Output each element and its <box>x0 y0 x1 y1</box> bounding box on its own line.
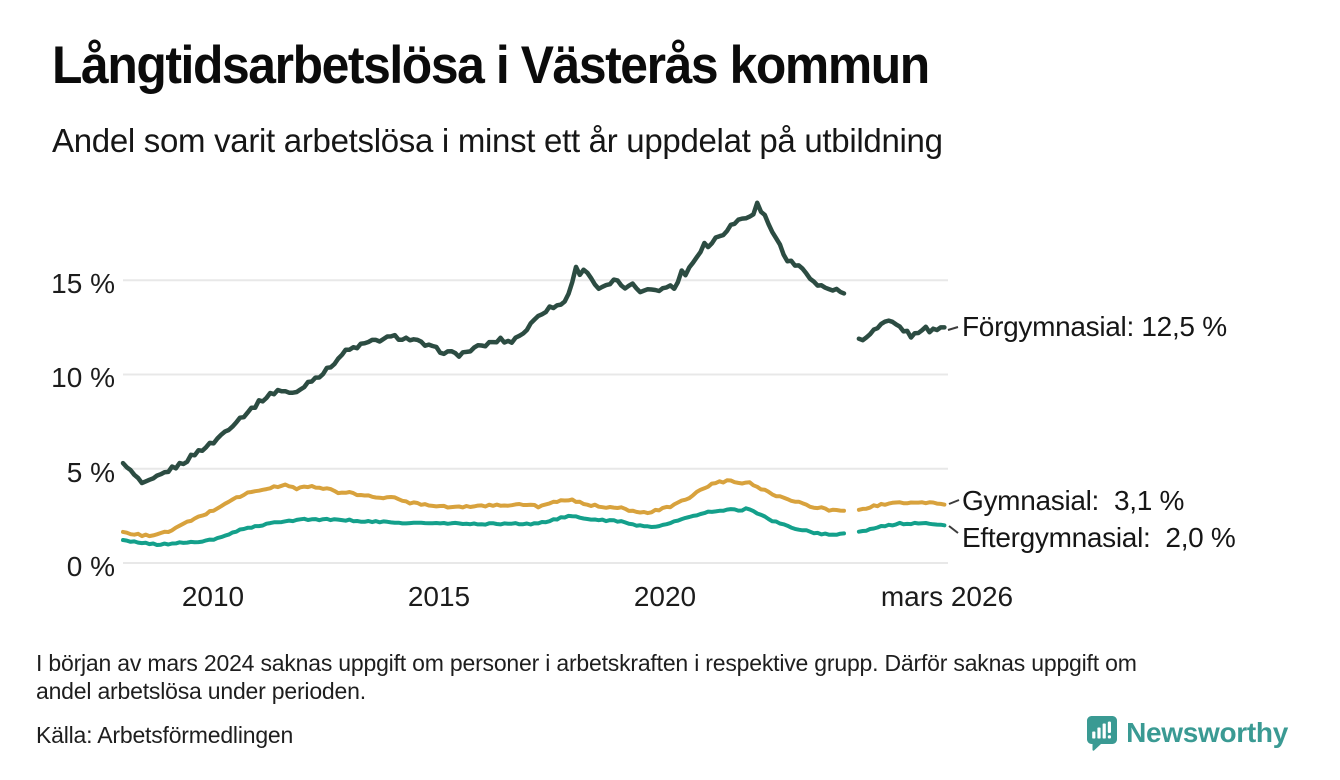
series-line-eftergymnasial-after-gap <box>856 520 947 534</box>
source-attribution: Källa: Arbetsförmedlingen <box>36 722 294 748</box>
y-tick-label-5: 5 % <box>67 457 115 488</box>
newsworthy-logo-icon <box>1087 716 1118 751</box>
x-tick-label-2015: 2015 <box>408 581 470 612</box>
x-tick-label-2020: 2020 <box>634 581 696 612</box>
footnote-line-2: andel arbetslösa under perioden. <box>36 678 366 704</box>
label-connector-eftergymnasial <box>948 525 959 534</box>
series-line-gymnasial-after-gap <box>856 500 947 512</box>
series-label-gymnasial: Gymnasial: 3,1 % <box>962 485 1184 516</box>
label-connector-gymnasial <box>948 499 960 505</box>
label-connector-forgymnasial <box>947 326 959 331</box>
y-tick-label-10: 10 % <box>51 362 115 393</box>
y-tick-label-0: 0 % <box>67 551 115 582</box>
page-subtitle: Andel som varit arbetslösa i minst ett å… <box>52 122 943 159</box>
series-label-forgymnasial: Förgymnasial: 12,5 % <box>962 311 1227 342</box>
y-tick-label-15: 15 % <box>51 268 115 299</box>
y-axis: 0 % 5 % 10 % 15 % <box>51 268 115 582</box>
x-tick-label-mars-2026: mars 2026 <box>881 581 1013 612</box>
series-end-labels: Förgymnasial: 12,5 % Gymnasial: 3,1 % Ef… <box>947 311 1236 553</box>
series-line-eftergymnasial <box>121 506 846 547</box>
series-label-eftergymnasial: Eftergymnasial: 2,0 % <box>962 522 1236 553</box>
series-lines <box>120 200 947 547</box>
series-line-förgymnasial <box>120 200 847 486</box>
footnote-line-1: I början av mars 2024 saknas uppgift om … <box>36 650 1137 676</box>
footnote: I början av mars 2024 saknas uppgift om … <box>36 649 1137 705</box>
series-line-gymnasial <box>121 478 846 539</box>
x-axis: 2010 2015 2020 mars 2026 <box>182 581 1013 612</box>
newsworthy-brand: Newsworthy <box>1086 712 1288 754</box>
newsworthy-wordmark: Newsworthy <box>1126 717 1288 748</box>
gridlines <box>123 279 948 564</box>
series-line-förgymnasial-after-gap <box>856 318 947 343</box>
page-title: Långtidsarbetslösa i Västerås kommun <box>52 36 930 95</box>
x-tick-label-2010: 2010 <box>182 581 244 612</box>
